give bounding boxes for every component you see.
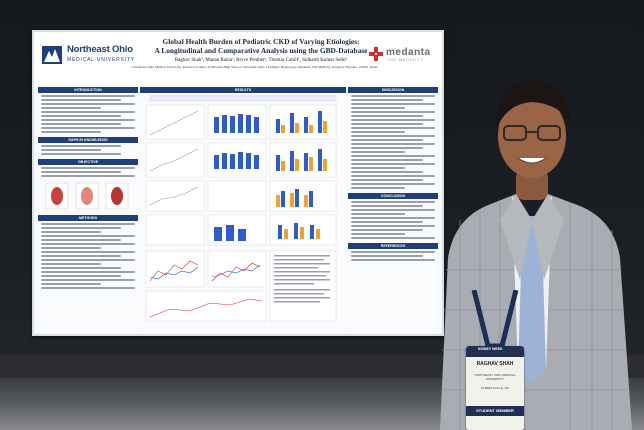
results-figures bbox=[145, 94, 337, 322]
badge-name: RAGHAV SHAH bbox=[476, 361, 514, 367]
poster-left-column: INTRODUCTION GAPS IN KNOWLEDGE OBJECTIVE… bbox=[38, 87, 138, 333]
medanta-name: medanta bbox=[386, 47, 431, 58]
university-logo: Northeast Ohio MEDICAL UNIVERSITY bbox=[40, 41, 158, 73]
section-introduction: INTRODUCTION bbox=[38, 87, 138, 93]
section-discussion: DISCUSSION bbox=[348, 87, 438, 93]
badge-header: KIDNEY WEEK bbox=[466, 346, 524, 357]
name-badge: KIDNEY WEEK RAGHAV SHAH NORTHEAST OHIO M… bbox=[466, 346, 524, 430]
university-name: Northeast Ohio bbox=[67, 44, 133, 55]
poster-affiliations: 1 Northeast Ohio Medical University, Roo… bbox=[130, 65, 378, 69]
poster-authors: Raghav Shah¹, Manan Raina², Bryce Pember… bbox=[174, 58, 348, 63]
poster-right-column: DISCUSSION CONCLUSION REFERENCES bbox=[348, 87, 438, 333]
section-methods: METHODS bbox=[38, 215, 138, 221]
badge-event: KIDNEY WEEK bbox=[478, 347, 503, 351]
poster-results-column: RESULTS bbox=[140, 87, 346, 333]
badge-location: STREETSVILLE, OH bbox=[480, 386, 510, 390]
badge-role: STUDENT MEMBER bbox=[466, 406, 524, 416]
lanyard-strap bbox=[471, 290, 519, 349]
section-conclusion: CONCLUSION bbox=[348, 193, 438, 199]
medanta-logo: medanta THE MEDICITY bbox=[368, 44, 438, 66]
university-subtitle: MEDICAL UNIVERSITY bbox=[67, 57, 135, 63]
section-references: REFERENCES bbox=[348, 243, 438, 249]
poster-title-line-1: Global Health Burden of Pediatric CKD of… bbox=[162, 37, 360, 46]
poster-title: Global Health Burden of Pediatric CKD of… bbox=[150, 37, 372, 55]
poster-header: Northeast Ohio MEDICAL UNIVERSITY Global… bbox=[34, 32, 442, 86]
presenter-person bbox=[440, 80, 632, 430]
medanta-subtitle: THE MEDICITY bbox=[387, 58, 424, 62]
badge-organization: NORTHEAST OHIO MEDICAL UNIVERSITY bbox=[474, 373, 516, 381]
kidney-illustration bbox=[45, 182, 129, 210]
poster-title-line-2: A Longitudinal and Comparative Analysis … bbox=[154, 46, 368, 55]
section-objective: OBJECTIVE bbox=[38, 159, 138, 165]
section-results: RESULTS bbox=[140, 87, 346, 93]
section-gaps: GAPS IN KNOWLEDGE bbox=[38, 137, 138, 143]
medanta-cross-icon bbox=[369, 47, 383, 61]
research-poster: Northeast Ohio MEDICAL UNIVERSITY Global… bbox=[32, 30, 444, 336]
university-logo-mark-icon bbox=[42, 46, 62, 64]
